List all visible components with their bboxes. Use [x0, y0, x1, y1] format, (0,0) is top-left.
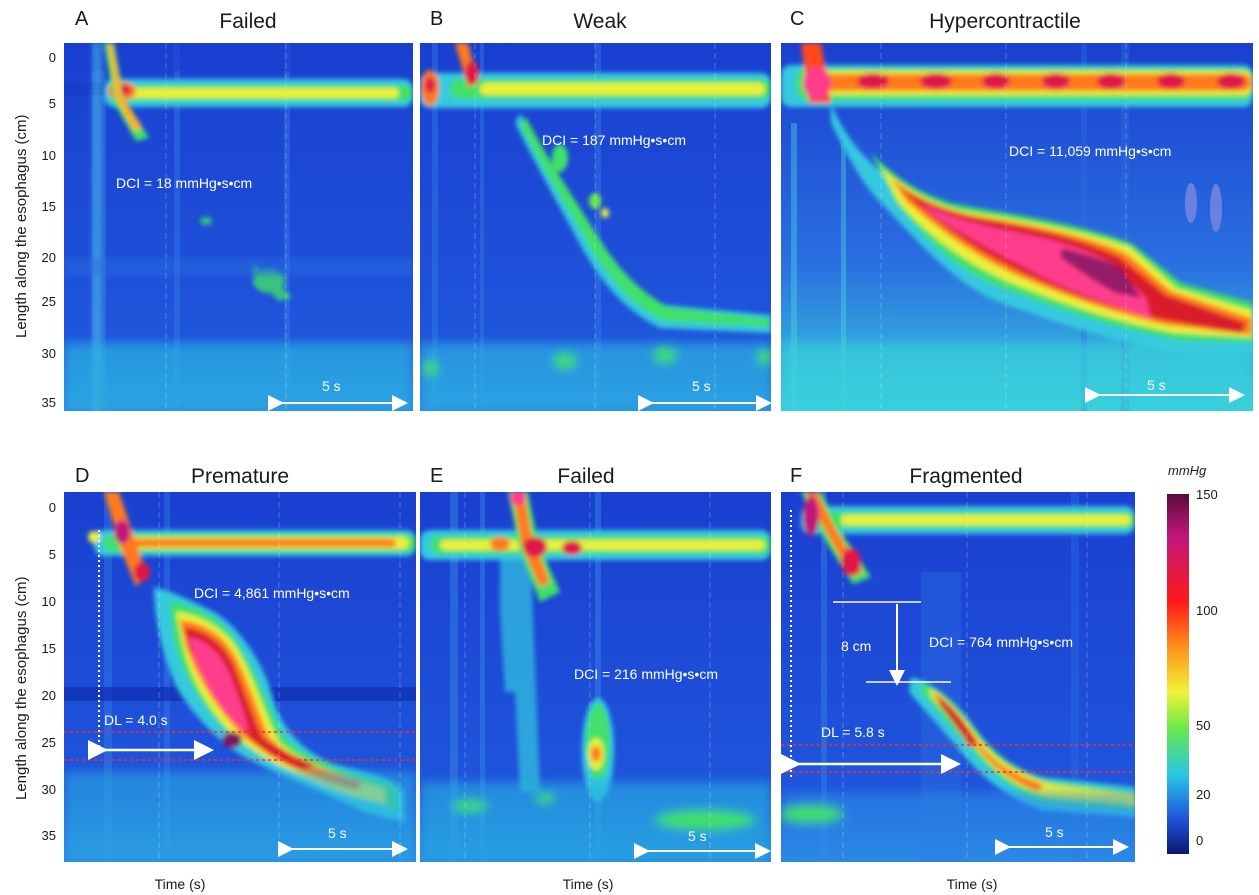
- panel-letter-f: F: [790, 465, 803, 487]
- y-tick: 30: [41, 782, 56, 797]
- panel-letter-e: E: [430, 465, 444, 487]
- gap-annotation-f: 8 cm: [841, 638, 872, 654]
- scale-bar-label-d: 5 s: [328, 825, 347, 841]
- panel-letter-a: A: [75, 8, 89, 30]
- panel-title-a: Failed: [219, 10, 277, 33]
- dci-annotation-b: DCI = 187 mmHg•s•cm: [542, 132, 686, 148]
- colorbar-tick: 100: [1196, 603, 1218, 618]
- colorbar-tick: 20: [1196, 787, 1211, 802]
- panel-title-d: Premature: [190, 465, 290, 488]
- y-axis-label-top: Length along the esophagus (cm): [13, 114, 30, 338]
- x-axis-label-f: Time (s): [946, 876, 998, 892]
- colorbar-tick: 150: [1196, 487, 1218, 502]
- scale-bar-label-a: 5 s: [322, 378, 341, 394]
- panel-letter-c: C: [790, 8, 805, 30]
- y-tick: 5: [48, 96, 56, 111]
- panel-title-f: Fragmented: [909, 465, 1023, 488]
- panel-title-c: Hypercontractile: [929, 10, 1081, 33]
- y-tick: 15: [41, 199, 56, 214]
- y-tick: 20: [41, 688, 56, 703]
- heatmap-b: DCI = 187 mmHg•s•cm 5 s: [420, 43, 771, 411]
- x-axis-label-d: Time (s): [154, 876, 206, 892]
- dl-annotation-d: DL = 4.0 s: [104, 712, 168, 728]
- y-tick: 35: [41, 395, 56, 410]
- heatmap-c: DCI = 11,059 mmHg•s•cm 5 s: [781, 43, 1253, 411]
- scale-bar-label-c: 5 s: [1147, 377, 1166, 393]
- panel-letter-d: D: [75, 465, 90, 487]
- y-tick: 10: [41, 594, 56, 609]
- x-axis-label-e: Time (s): [562, 876, 614, 892]
- y-tick: 0: [48, 500, 56, 515]
- y-tick: 5: [48, 547, 56, 562]
- scale-bar-label-e: 5 s: [688, 828, 707, 844]
- y-tick: 35: [41, 828, 56, 843]
- scale-bar-label-b: 5 s: [692, 378, 711, 394]
- y-tick: 15: [41, 641, 56, 656]
- panel-letter-b: B: [430, 8, 444, 30]
- heatmap-a: DCI = 18 mmHg•s•cm 5 s: [64, 43, 413, 411]
- dci-annotation-d: DCI = 4,861 mmHg•s•cm: [194, 585, 350, 601]
- heatmap-f: 8 cm DCI = 764 mmHg•s•cm DL = 5.8 s 5 s: [781, 492, 1135, 862]
- y-tick: 25: [41, 294, 56, 309]
- y-tick: 0: [48, 50, 56, 65]
- scale-bar-label-f: 5 s: [1045, 824, 1064, 840]
- y-tick: 10: [41, 148, 56, 163]
- panel-title-b: Weak: [573, 10, 627, 33]
- dci-annotation-a: DCI = 18 mmHg•s•cm: [116, 175, 253, 191]
- colorbar-gradient: [1167, 494, 1189, 854]
- colorbar-unit: mmHg: [1168, 463, 1207, 478]
- panel-title-e: Failed: [557, 465, 615, 488]
- dci-annotation-e: DCI = 216 mmHg•s•cm: [574, 666, 718, 682]
- heatmap-e: DCI = 216 mmHg•s•cm 5 s: [420, 492, 771, 862]
- dl-annotation-f: DL = 5.8 s: [821, 724, 885, 740]
- dci-annotation-f: DCI = 764 mmHg•s•cm: [929, 634, 1073, 650]
- heatmap-d: DCI = 4,861 mmHg•s•cm DL = 4.0 s 5 s: [64, 492, 416, 862]
- colorbar-tick: 50: [1196, 718, 1211, 733]
- dci-annotation-c: DCI = 11,059 mmHg•s•cm: [1009, 143, 1172, 159]
- colorbar-tick: 0: [1196, 833, 1204, 848]
- y-axis-label-bottom: Length along the esophagus (cm): [13, 576, 30, 800]
- y-tick: 25: [41, 735, 56, 750]
- y-tick: 30: [41, 346, 56, 361]
- y-tick: 20: [41, 250, 56, 265]
